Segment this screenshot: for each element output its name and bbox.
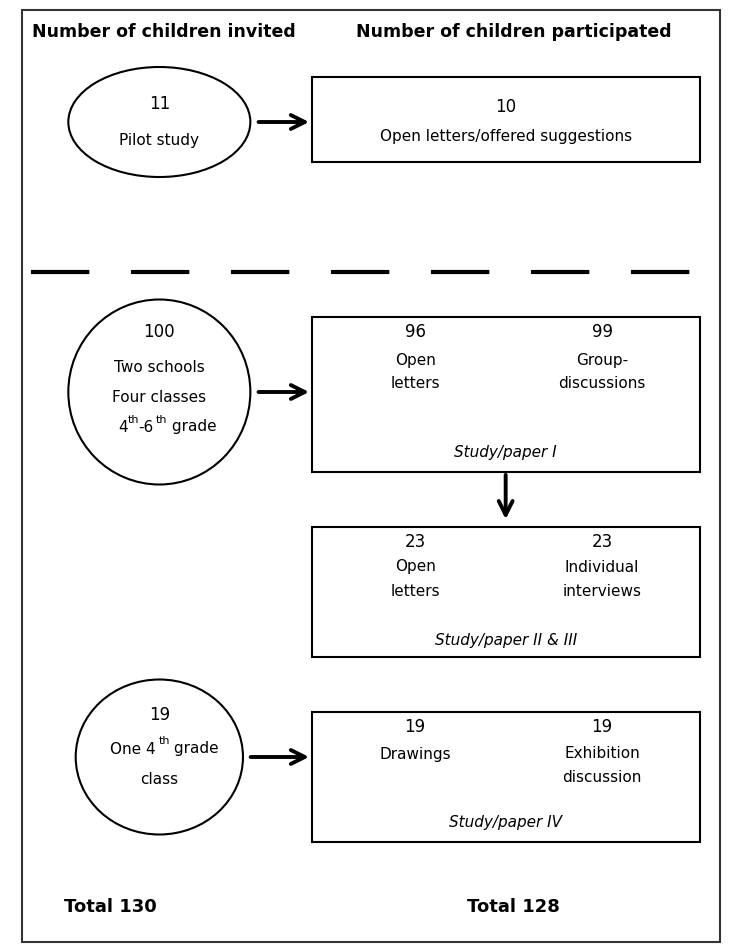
Text: 96: 96 [404,323,426,341]
Text: letters: letters [391,584,440,599]
Text: 11: 11 [149,95,170,113]
Ellipse shape [69,67,250,177]
Text: th: th [128,415,139,425]
Text: Drawings: Drawings [380,746,451,762]
Text: Four classes: Four classes [112,389,207,405]
Bar [312,77,701,162]
Text: 19: 19 [404,718,426,736]
Bar [312,527,701,657]
Text: th: th [155,415,167,425]
Text: Open: Open [395,560,436,574]
Text: Total 128: Total 128 [467,898,560,916]
Text: discussions: discussions [558,376,646,391]
Text: class: class [140,771,178,786]
Text: 10: 10 [495,98,516,116]
Bar [312,317,701,472]
Text: th: th [158,736,170,746]
Text: Open letters/offered suggestions: Open letters/offered suggestions [380,129,631,145]
Text: grade: grade [169,742,219,757]
Text: interviews: interviews [563,584,642,599]
Text: Total 130: Total 130 [64,898,156,916]
Ellipse shape [69,300,250,485]
Text: Study/paper II & III: Study/paper II & III [434,632,577,647]
Text: Study/paper I: Study/paper I [454,445,557,460]
Text: Number of children participated: Number of children participated [356,23,672,41]
Text: 4: 4 [118,420,128,434]
Text: Individual: Individual [565,560,639,574]
Text: grade: grade [167,420,217,434]
Text: -6: -6 [139,420,154,434]
Text: Open: Open [395,352,436,367]
Text: Number of children invited: Number of children invited [32,23,296,41]
Text: 99: 99 [591,323,612,341]
Text: 100: 100 [144,323,175,341]
Ellipse shape [76,680,243,835]
Text: 23: 23 [591,533,612,551]
Text: 19: 19 [591,718,612,736]
Text: Study/paper IV: Study/paper IV [449,815,562,829]
Text: Group-: Group- [576,352,628,367]
Text: discussion: discussion [562,770,642,785]
Text: 23: 23 [404,533,426,551]
Text: Exhibition: Exhibition [564,746,640,762]
Bar [312,712,701,842]
Text: One 4: One 4 [110,742,155,757]
Text: letters: letters [391,376,440,391]
Text: Pilot study: Pilot study [119,132,199,148]
Text: 19: 19 [149,706,170,724]
Text: Two schools: Two schools [114,360,204,374]
